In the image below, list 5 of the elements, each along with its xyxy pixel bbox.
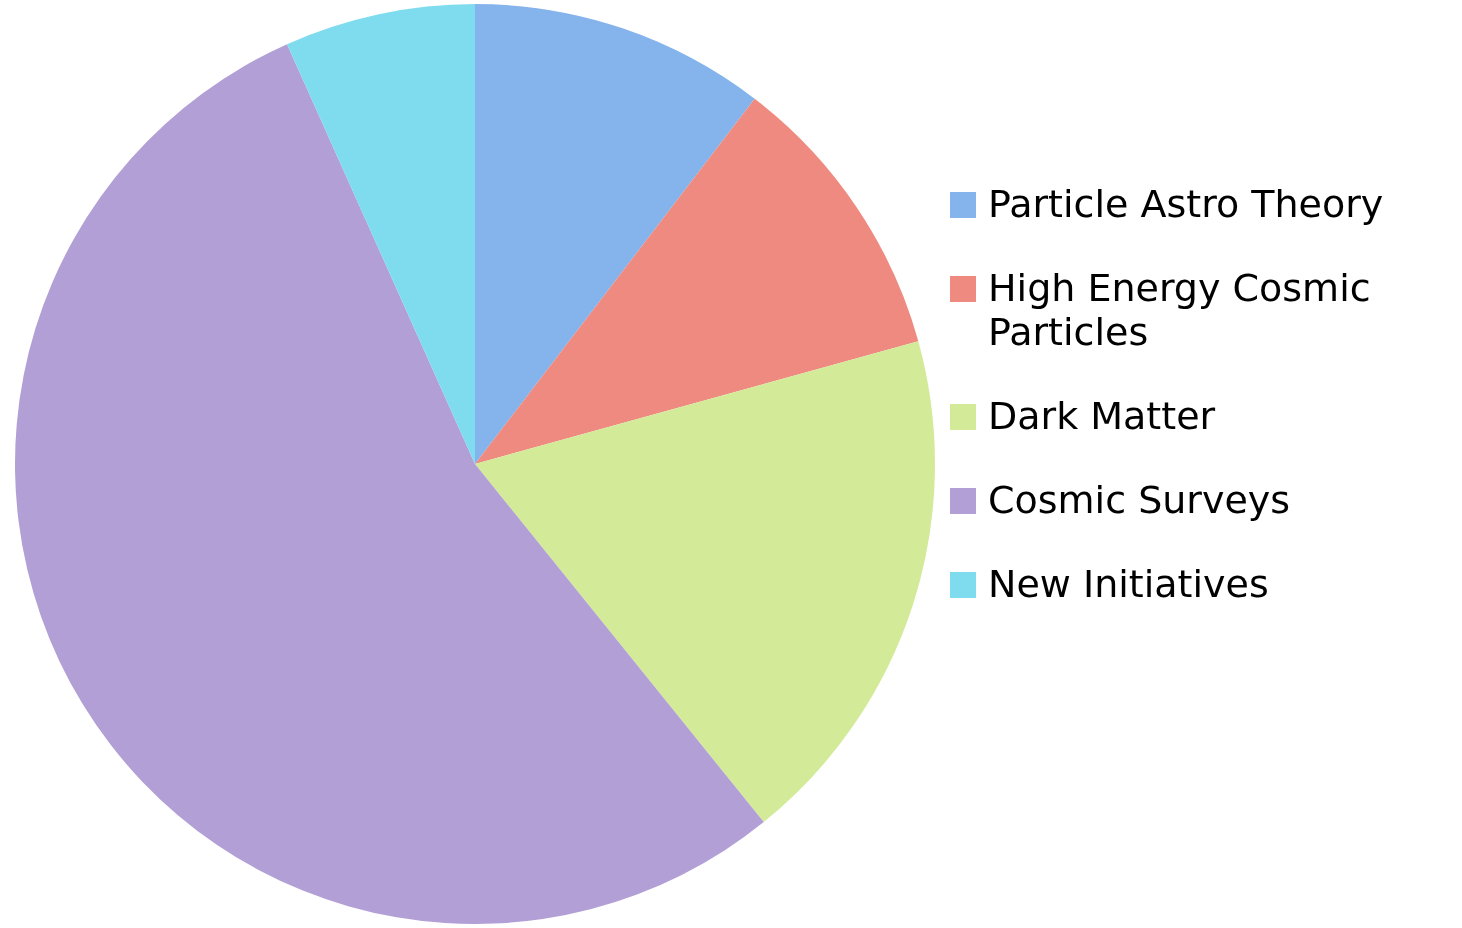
legend-label: Cosmic Surveys — [988, 478, 1291, 522]
legend-label: New Initiatives — [988, 562, 1269, 606]
legend-label: Dark Matter — [988, 394, 1216, 438]
legend-label: High Energy Cosmic Particles — [988, 266, 1372, 354]
legend-label: Particle Astro Theory — [988, 182, 1384, 226]
